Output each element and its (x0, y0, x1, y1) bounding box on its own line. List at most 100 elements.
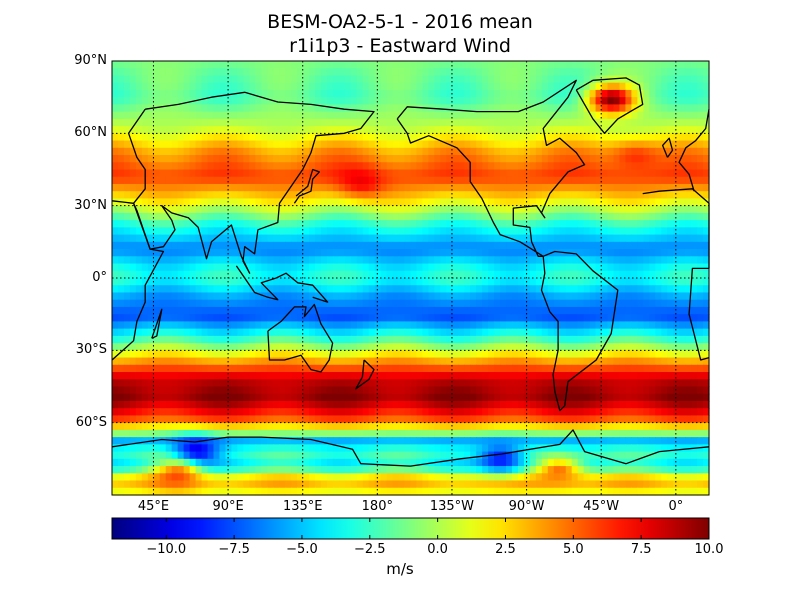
wind-cell (326, 314, 334, 322)
wind-cell (500, 68, 507, 77)
wind-cell (285, 328, 292, 337)
wind-cell (159, 198, 167, 207)
wind-cell (631, 155, 638, 163)
wind-cell (422, 270, 430, 279)
wind-cell (291, 314, 298, 322)
wind-cell (320, 183, 328, 192)
wind-cell (344, 285, 352, 294)
wind-cell (583, 415, 591, 424)
wind-cell (153, 118, 161, 127)
wind-cell (112, 379, 119, 388)
wind-cell (207, 162, 215, 171)
wind-cell (320, 118, 328, 127)
wind-cell (446, 350, 453, 359)
wind-cell (219, 241, 227, 250)
wind-cell (112, 321, 119, 330)
wind-cell (703, 408, 710, 417)
wind-cell (303, 191, 310, 200)
wind-cell (667, 270, 674, 279)
wind-cell (464, 321, 471, 330)
wind-cell (595, 321, 603, 330)
wind-cell (112, 111, 119, 120)
wind-cell (613, 162, 621, 171)
wind-cell (649, 205, 656, 214)
wind-cell (410, 357, 418, 366)
wind-cell (303, 270, 310, 279)
wind-cell (416, 111, 424, 120)
wind-cell (297, 379, 304, 388)
wind-cell (488, 183, 495, 192)
wind-cell (577, 104, 585, 113)
wind-cell (547, 140, 555, 149)
wind-cell (404, 328, 412, 337)
wind-cell (195, 415, 203, 424)
wind-cell (511, 75, 519, 84)
wind-cell (422, 408, 430, 417)
wind-cell (279, 97, 286, 105)
wind-cell (458, 306, 465, 315)
wind-cell (285, 61, 292, 69)
wind-cell (667, 408, 674, 417)
wind-cell (422, 191, 430, 200)
wind-cell (679, 249, 686, 257)
wind-cell (177, 292, 185, 301)
wind-cell (488, 234, 495, 243)
wind-cell (237, 400, 244, 409)
wind-cell (225, 335, 232, 344)
wind-cell (440, 183, 447, 192)
wind-cell (482, 147, 489, 156)
wind-cell (338, 364, 346, 373)
wind-cell (392, 140, 400, 149)
wind-cell (535, 140, 543, 149)
wind-cell (332, 75, 340, 84)
wind-cell (273, 234, 280, 243)
wind-cell (547, 278, 555, 286)
wind-cell (565, 155, 573, 163)
wind-cell (153, 183, 161, 192)
wind-cell (410, 400, 418, 409)
wind-cell (112, 285, 119, 294)
wind-cell (153, 278, 161, 286)
wind-cell (231, 169, 238, 178)
wind-cell (422, 241, 430, 250)
wind-cell (649, 61, 656, 69)
wind-cell (434, 400, 441, 409)
wind-cell (201, 155, 209, 163)
wind-cell (655, 379, 662, 388)
wind-cell (601, 169, 609, 178)
wind-cell (147, 408, 155, 417)
wind-cell (571, 227, 579, 236)
wind-cell (213, 285, 221, 294)
wind-cell (703, 147, 710, 156)
wind-cell (398, 140, 406, 149)
wind-cell (553, 314, 561, 322)
wind-cell (159, 400, 167, 409)
wind-cell (255, 415, 262, 424)
wind-cell (231, 415, 238, 424)
wind-cell (571, 234, 579, 243)
wind-cell (643, 328, 650, 337)
wind-cell (577, 364, 585, 373)
wind-cell (177, 372, 185, 380)
wind-cell (523, 379, 531, 388)
wind-cell (338, 249, 346, 257)
wind-cell (685, 118, 692, 127)
wind-cell (517, 321, 525, 330)
wind-cell (541, 314, 549, 322)
wind-cell (332, 321, 340, 330)
wind-cell (637, 400, 644, 409)
wind-cell (470, 104, 477, 113)
wind-cell (697, 220, 704, 228)
wind-cell (452, 111, 459, 120)
wind-cell (589, 133, 597, 142)
wind-cell (613, 89, 621, 98)
wind-cell (362, 82, 370, 91)
wind-cell (619, 393, 627, 402)
wind-cell (565, 278, 573, 286)
wind-cell (410, 104, 418, 113)
wind-cell (649, 75, 656, 84)
wind-cell (661, 393, 668, 402)
wind-cell (440, 299, 447, 308)
wind-cell (529, 82, 537, 91)
wind-cell (595, 335, 603, 344)
